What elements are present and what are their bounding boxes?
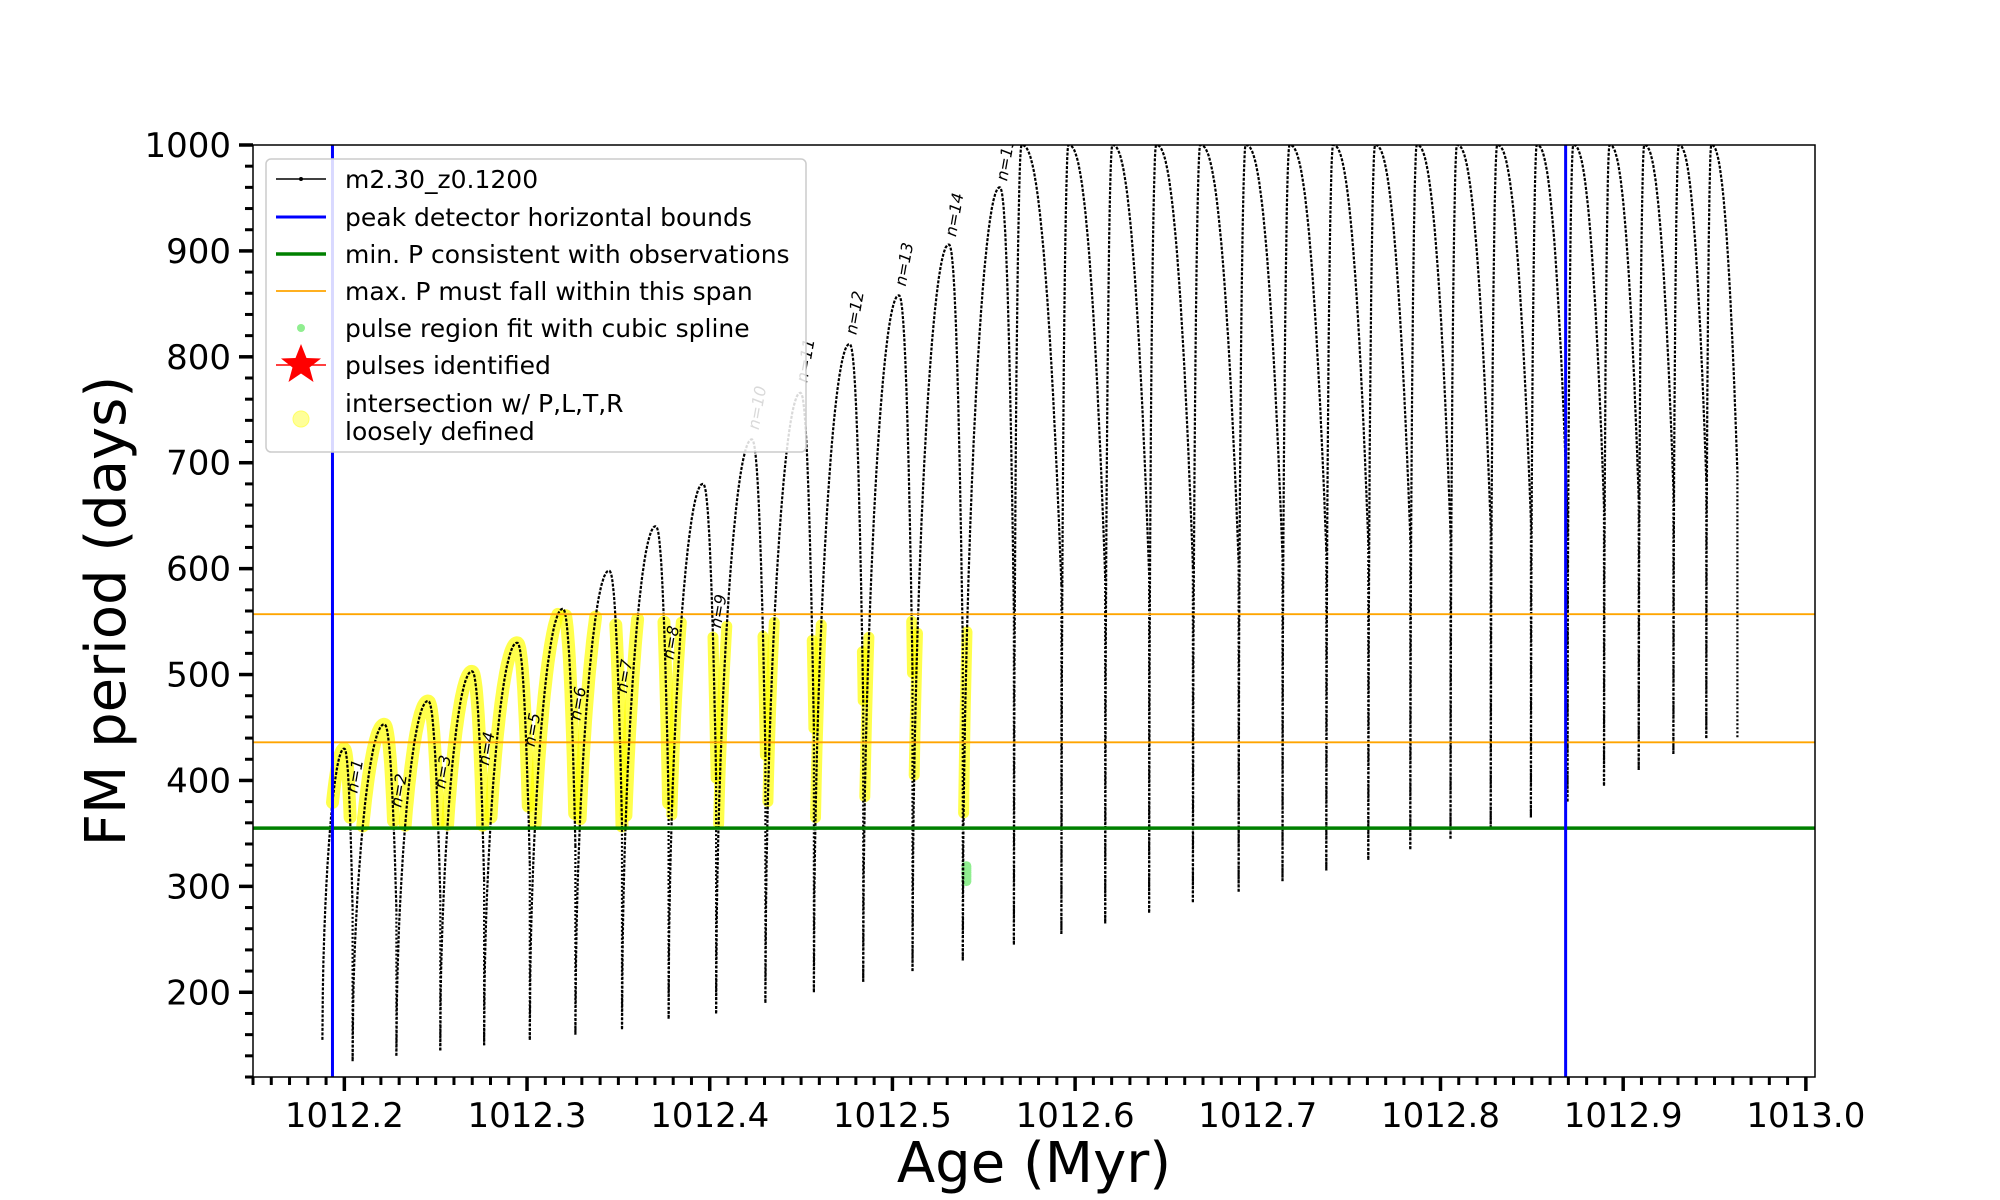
legend-entry-min-p: min. P consistent with observations [276,240,790,269]
legend-label-spline: pulse region fit with cubic spline [345,314,750,343]
legend: m2.30_z0.1200 peak detector horizontal b… [265,158,807,453]
star-marker-icon [281,344,321,382]
model-track-segment [1637,145,1675,770]
model-track-segment [1449,145,1492,839]
model-track-segment [1602,145,1640,786]
model-track-segment [1147,145,1194,913]
model-track-segment [1012,145,1063,945]
y-tick-label: 600 [166,550,231,590]
legend-label-max-p: max. P must fall within this span [345,277,753,306]
legend-entry-track: m2.30_z0.1200 [276,165,538,194]
model-track-segment [1367,145,1412,860]
y-axis-title: FM period (days) [74,376,139,846]
pulse-label: n=12 [842,289,868,336]
model-track-segment [1529,145,1569,818]
legend-label-min-p: min. P consistent with observations [345,240,790,269]
legend-label-intersection-1: intersection w/ P,L,T,R [345,389,624,418]
x-tick-label: 1012.5 [833,1096,952,1136]
model-track-segment [911,243,964,972]
y-tick-label: 800 [166,338,231,378]
legend-label-track: m2.30_z0.1200 [345,165,538,194]
pulse-label: n=15 [992,136,1018,183]
legend-label-bounds: peak detector horizontal bounds [345,203,752,232]
legend-label-pulses: pulses identified [345,351,551,380]
x-tick-label: 1012.3 [468,1096,587,1136]
y-tick-label: 400 [166,761,231,801]
model-track-segment [439,670,486,1051]
y-tick-label: 200 [166,973,231,1013]
model-track-segment [574,569,624,1035]
model-track-segment [351,723,398,1062]
model-track-segment [620,525,670,1030]
model-track-segment [321,747,354,1040]
model-track-segment [1489,145,1532,829]
plot-area: n=1n=2n=3n=4n=5n=6n=7n=8n=9n=10n=11n=12n… [253,136,1815,1077]
x-tick-label: 1013.0 [1746,1096,1865,1136]
model-track-segment [715,438,767,1014]
x-axis-title: Age (Myr) [897,1131,1171,1196]
x-tick-label: 1012.2 [285,1096,404,1136]
y-tick-label: 900 [166,232,231,272]
x-tick-label: 1012.8 [1381,1096,1500,1136]
model-track-segment [1705,145,1739,739]
pulse-label: n=14 [941,191,967,238]
legend-entry-bounds: peak detector horizontal bounds [276,203,752,232]
model-track-segment [1191,145,1240,903]
pulse-label: n=13 [891,241,917,288]
model-track-segment [1409,145,1452,850]
intersection-highlight [958,626,973,819]
y-tick-label: 700 [166,444,231,484]
legend-label-intersection-2: loosely defined [345,417,535,446]
legend-entry-pulses: pulses identified [276,344,551,382]
x-tick-label: 1012.4 [650,1096,769,1136]
model-track-segment [1104,145,1151,924]
model-track-segment [1281,145,1328,882]
legend-entry-spline: pulse region fit with cubic spline [297,314,750,343]
x-tick-label: 1012.7 [1198,1096,1317,1136]
y-tick-label: 1000 [144,126,231,166]
model-track-segment [1566,145,1606,802]
model-track-segment [483,641,531,1046]
model-track-segment [812,342,865,993]
x-tick-label: 1012.9 [1564,1096,1683,1136]
legend-box [265,158,807,453]
model-track-segment [1325,145,1370,871]
model-track-segment [395,699,442,1056]
legend-entry-max-p: max. P must fall within this span [276,277,753,306]
model-track-segment [1237,145,1284,892]
model-track-segment [1672,145,1708,755]
model-track-segment [862,294,914,982]
model-track-segment [1060,145,1107,935]
model-track-segment [528,607,577,1040]
x-tick-label: 1012.6 [1016,1096,1135,1136]
legend-entry-intersection: intersection w/ P,L,T,R loosely defined [292,389,624,446]
y-tick-label: 500 [166,656,231,696]
model-track-segment [667,482,718,1019]
model-track-segment [961,186,1015,961]
y-tick-label: 300 [166,867,231,907]
axes: 1012.2 1012.3 1012.4 1012.5 1012.6 1012.7 1012… [144,126,1865,1136]
